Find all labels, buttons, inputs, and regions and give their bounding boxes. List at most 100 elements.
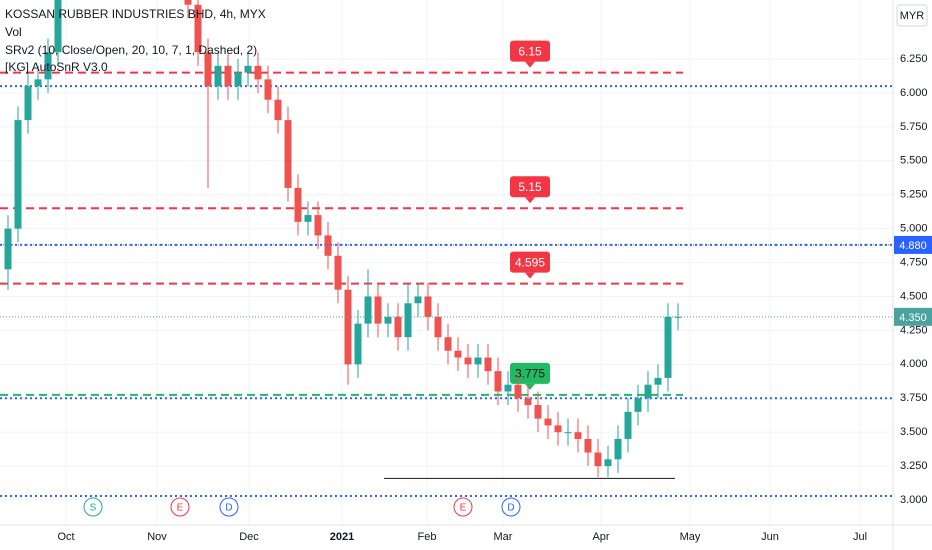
event-label: D (507, 503, 514, 514)
candle-body (494, 371, 502, 392)
resistance-label: 5.15 (518, 180, 542, 194)
candle-body (394, 316, 402, 338)
y-tick-label: 4.500 (900, 290, 928, 302)
y-tick-label: 4.000 (900, 358, 928, 370)
candle-body (274, 99, 282, 121)
y-tick-label: 4.250 (900, 324, 928, 336)
candle-body (454, 350, 462, 358)
price-label-box (894, 235, 932, 254)
candle-body (54, 0, 62, 53)
resistance-label-box (510, 176, 550, 198)
y-tick-label: 3.250 (900, 460, 928, 472)
candle-body (414, 296, 422, 304)
candle-body (404, 303, 412, 338)
chart-title: KOSSAN RUBBER INDUSTRIES BHD, 4h, MYX (5, 7, 266, 21)
resistance-label: 6.15 (518, 44, 542, 58)
overlay: KOSSAN RUBBER INDUSTRIES BHD, 4h, MYX Vo… (5, 4, 928, 517)
candle-body (344, 289, 352, 365)
resistance-label-box (510, 40, 550, 62)
candle-body (534, 405, 542, 419)
candle-body (284, 120, 292, 188)
candle-body (614, 438, 622, 460)
candle-body (24, 86, 32, 121)
candle-body (34, 79, 42, 87)
resistance-label-pointer (525, 61, 535, 68)
candle-body (324, 235, 332, 256)
currency-box[interactable] (896, 4, 928, 27)
y-tick-label: 5.750 (900, 121, 928, 133)
resistance-label: 4.595 (515, 255, 545, 269)
candle-body (14, 120, 22, 229)
y-tick-label: 3.000 (900, 494, 928, 506)
event-marker (219, 497, 239, 517)
y-tick-label: 4.750 (900, 256, 928, 268)
event-marker (83, 497, 103, 517)
candle-body (4, 228, 12, 270)
candle-body (574, 432, 582, 439)
x-tick-label: Nov (147, 531, 167, 543)
y-tick-label: 5.500 (900, 155, 928, 167)
candle-body (484, 357, 492, 372)
y-tick-label: 3.750 (900, 392, 928, 404)
indicator: [KG] AutoSnR V3.0 (5, 60, 108, 74)
x-tick-label: Jun (761, 531, 779, 543)
x-tick-label: 2021 (330, 531, 354, 543)
candle-body (244, 65, 252, 73)
support-label: 3.775 (515, 367, 545, 381)
candle-body (374, 296, 382, 324)
x-tick-label: Apr (592, 531, 609, 543)
support-label-box (510, 362, 550, 384)
candle-body (194, 4, 202, 53)
plot-area: 6.15 5.15 4.595 3.775 (0, 0, 893, 525)
event-label: E (460, 503, 467, 514)
candle-body (304, 215, 312, 222)
candle-body (204, 52, 212, 87)
indicator: SRv2 (10, Close/Open, 20, 10, 7, 1, Dash… (5, 43, 257, 57)
candle-body (544, 418, 552, 426)
candle-body (524, 398, 532, 406)
candle-body (554, 425, 562, 433)
candle-body (644, 384, 652, 399)
grid (0, 0, 893, 525)
candle-body (604, 459, 612, 467)
event-label: D (225, 503, 232, 514)
candle-body (254, 65, 262, 80)
candle-body (264, 79, 272, 100)
event-marker (170, 497, 190, 517)
x-tick-label: Feb (418, 531, 437, 543)
x-tick-label: Oct (57, 531, 74, 543)
y-tick-label: 5.000 (900, 223, 928, 235)
event-label: E (177, 503, 184, 514)
candle-body (474, 357, 482, 365)
candle-body (624, 411, 632, 439)
candle-body (224, 65, 232, 87)
x-tick-label: Dec (239, 531, 259, 543)
candle-body (384, 316, 392, 324)
candle-body (294, 187, 302, 222)
y-tick-label: 3.500 (900, 426, 928, 438)
candle-body (444, 337, 452, 351)
candle-body (354, 323, 362, 365)
candle-body (334, 255, 342, 290)
candle-body (664, 316, 672, 378)
x-tick-label: May (680, 531, 701, 543)
price-label: 4.350 (899, 312, 927, 324)
x-tick-label: Jul (853, 531, 867, 543)
candle-body (594, 452, 602, 467)
resistance-label-pointer (525, 272, 535, 279)
event-marker (453, 497, 473, 517)
candle-body (434, 316, 442, 338)
candle-body (564, 432, 572, 434)
event-marker (501, 497, 521, 517)
price-label-box (894, 307, 932, 326)
candle-body (364, 296, 372, 324)
candle-body (44, 52, 52, 80)
currency[interactable]: MYR (900, 10, 925, 22)
candle-body (464, 357, 472, 365)
candle-body (234, 72, 242, 87)
candle-body (654, 377, 662, 385)
indicator: Vol (5, 25, 22, 39)
candle-body (634, 398, 642, 412)
